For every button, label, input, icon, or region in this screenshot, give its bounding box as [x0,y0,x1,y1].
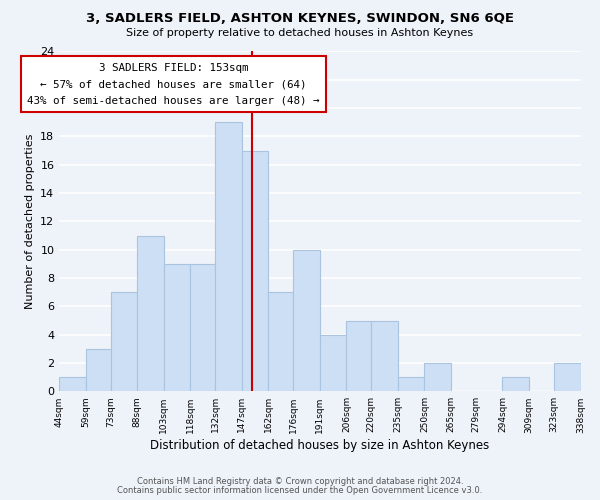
Bar [242,150,268,392]
Bar [268,292,293,392]
Bar [371,320,398,392]
Bar [320,334,346,392]
Bar [86,349,110,392]
Text: Contains public sector information licensed under the Open Government Licence v3: Contains public sector information licen… [118,486,482,495]
Bar [293,250,320,392]
Bar [398,377,424,392]
Bar [164,264,190,392]
Bar [110,292,137,392]
Bar [190,264,215,392]
Bar [137,236,164,392]
Y-axis label: Number of detached properties: Number of detached properties [25,134,35,309]
Bar [554,363,581,392]
Bar [424,363,451,392]
Bar [215,122,242,392]
Bar [59,377,86,392]
Bar [346,320,371,392]
Text: Contains HM Land Registry data © Crown copyright and database right 2024.: Contains HM Land Registry data © Crown c… [137,477,463,486]
Text: Size of property relative to detached houses in Ashton Keynes: Size of property relative to detached ho… [127,28,473,38]
Bar [502,377,529,392]
Text: 3, SADLERS FIELD, ASHTON KEYNES, SWINDON, SN6 6QE: 3, SADLERS FIELD, ASHTON KEYNES, SWINDON… [86,12,514,26]
X-axis label: Distribution of detached houses by size in Ashton Keynes: Distribution of detached houses by size … [150,440,490,452]
Text: 3 SADLERS FIELD: 153sqm
← 57% of detached houses are smaller (64)
43% of semi-de: 3 SADLERS FIELD: 153sqm ← 57% of detache… [28,63,320,106]
